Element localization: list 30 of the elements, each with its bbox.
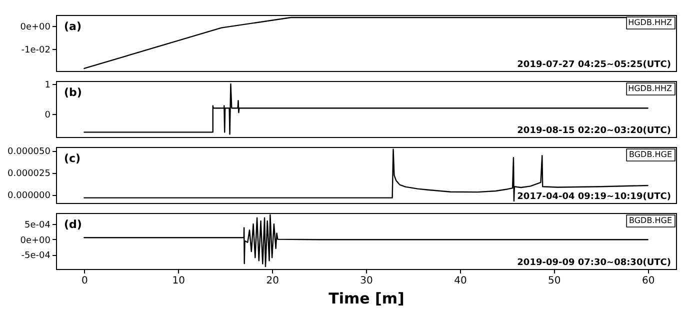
y-tick-label: 0e+00 bbox=[20, 22, 51, 33]
y-tick-label: 5e-04 bbox=[24, 220, 51, 231]
y-tick-label: 0.000050 bbox=[8, 147, 51, 158]
annotation: 2017-04-04 09:19~10:19(UTC) bbox=[517, 192, 671, 202]
y-tick-label: -5e-04 bbox=[21, 251, 51, 262]
x-tick-label: 40 bbox=[454, 276, 467, 286]
annotation: 2019-07-27 04:25~05:25(UTC) bbox=[517, 60, 671, 70]
y-tick-label: 0e+00 bbox=[20, 236, 51, 246]
x-tick-label: 30 bbox=[360, 276, 373, 286]
x-tick-label: 50 bbox=[548, 276, 561, 286]
y-tick-label: 0.000025 bbox=[8, 169, 50, 180]
x-tick-label: 10 bbox=[172, 276, 185, 286]
annotation: 2019-09-09 07:30~08:30(UTC) bbox=[517, 258, 671, 268]
x-axis-title: Time [m] bbox=[328, 290, 404, 308]
annotation: BGDB.HGE bbox=[628, 150, 672, 159]
x-tick-label: 20 bbox=[266, 276, 279, 286]
annotation: 2019-08-15 02:20~03:20(UTC) bbox=[517, 126, 671, 136]
x-tick-label: 0 bbox=[81, 276, 88, 286]
annotation: (c) bbox=[64, 152, 81, 165]
annotation: HGDB.HHZ bbox=[628, 18, 673, 27]
y-tick-label: 0.000000 bbox=[8, 191, 51, 202]
annotation: (a) bbox=[64, 20, 82, 33]
annotation: HGDB.HHZ bbox=[628, 84, 673, 93]
annotation: (b) bbox=[64, 86, 82, 99]
y-tick-label: 0 bbox=[44, 110, 51, 121]
y-tick-label: 1 bbox=[44, 80, 50, 91]
annotation: (d) bbox=[64, 218, 82, 231]
x-tick-label: 60 bbox=[642, 276, 655, 286]
annotation: BGDB.HGE bbox=[628, 216, 672, 225]
y-tick-label: -1e-02 bbox=[21, 46, 50, 56]
